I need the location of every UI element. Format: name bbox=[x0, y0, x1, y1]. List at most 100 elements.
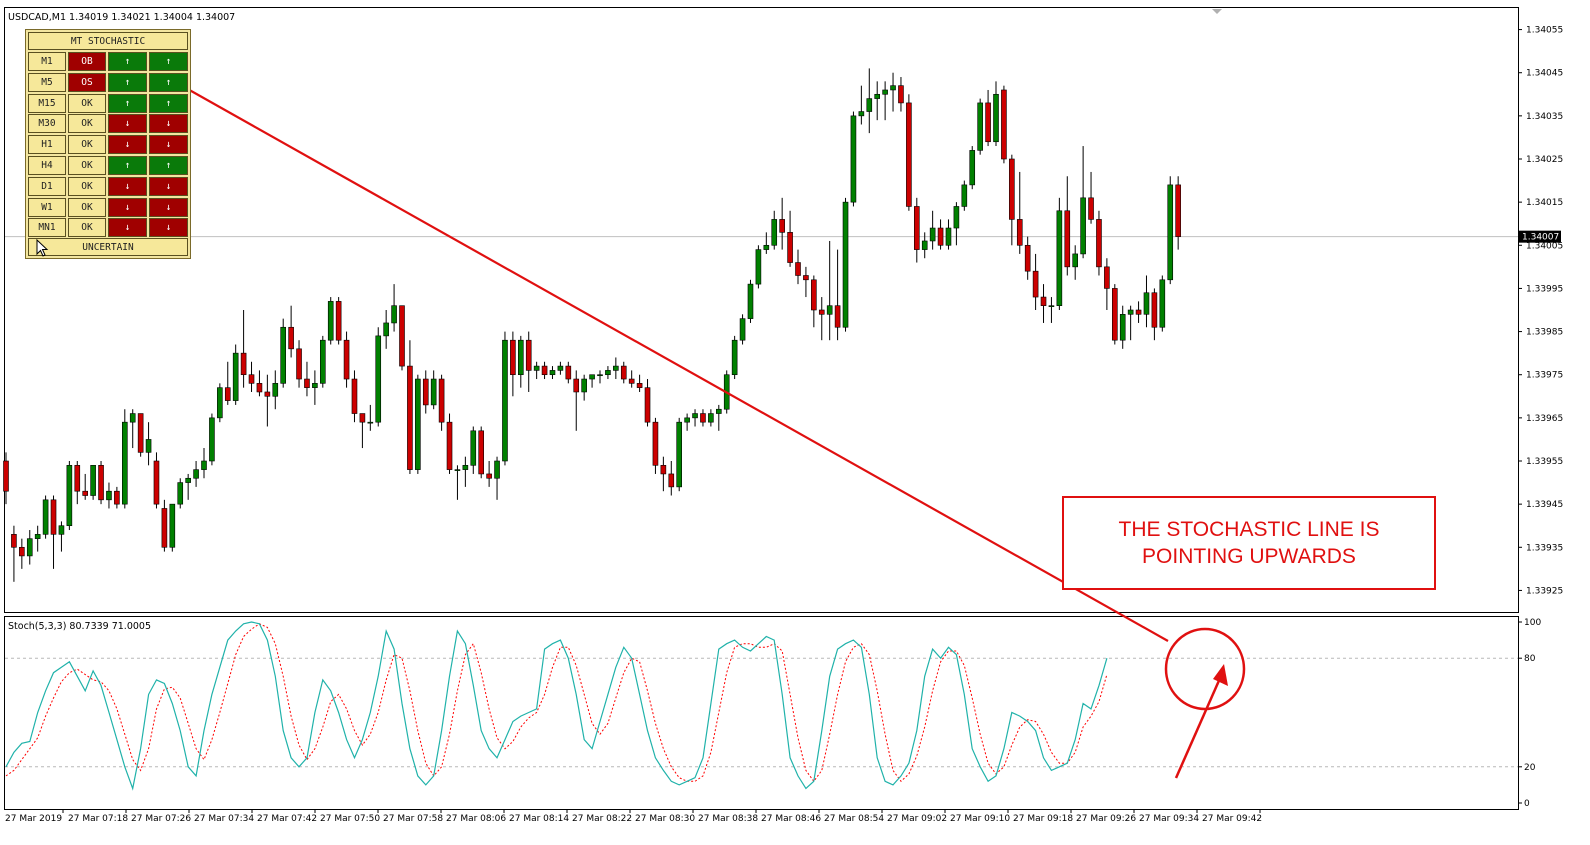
candlestick-series bbox=[3, 68, 1181, 582]
candle bbox=[533, 361, 540, 380]
symbol-info: USDCAD,M1 1.34019 1.34021 1.34004 1.3400… bbox=[8, 12, 235, 23]
price-tick-label: 1.33925 bbox=[1526, 586, 1563, 596]
candle bbox=[470, 426, 477, 474]
candle bbox=[779, 197, 785, 250]
candle bbox=[684, 413, 690, 431]
candle bbox=[1024, 236, 1031, 280]
candle bbox=[209, 413, 215, 466]
candle bbox=[605, 366, 611, 380]
candle bbox=[929, 210, 936, 250]
price-axis: 1.34055 1.34045 1.34035 1.34025 1.34015 1.340… bbox=[1518, 26, 1563, 596]
mt-timeframe-cell: D1 bbox=[28, 176, 66, 196]
candle bbox=[272, 370, 279, 410]
candle bbox=[795, 249, 801, 285]
candle bbox=[541, 361, 548, 380]
time-tick-label: 27 Mar 08:30 bbox=[635, 814, 695, 824]
time-tick-label: 27 Mar 08:54 bbox=[824, 814, 884, 824]
candle bbox=[1127, 305, 1134, 341]
candle bbox=[866, 68, 873, 134]
candle bbox=[834, 249, 841, 341]
candle bbox=[494, 456, 500, 500]
candle bbox=[969, 146, 976, 190]
annotation-box: THE STOCHASTIC LINE IS POINTING UPWARDS bbox=[1062, 496, 1436, 590]
mt-arrow-cell: ↑ bbox=[149, 93, 188, 113]
candle bbox=[399, 305, 405, 371]
candle bbox=[597, 370, 603, 384]
candle bbox=[985, 89, 991, 147]
mt-arrow-cell: ↓ bbox=[149, 218, 188, 238]
candle bbox=[19, 538, 25, 569]
candle bbox=[1167, 176, 1174, 285]
candle bbox=[264, 374, 271, 427]
candle bbox=[1159, 275, 1166, 332]
candle bbox=[1096, 210, 1102, 276]
chart-shift-marker[interactable] bbox=[1212, 9, 1222, 14]
candle bbox=[193, 461, 199, 487]
price-tick-label: 1.34015 bbox=[1526, 198, 1563, 208]
candle bbox=[882, 81, 888, 121]
candle bbox=[700, 409, 706, 427]
candle bbox=[898, 77, 904, 112]
candle bbox=[185, 473, 191, 500]
mt-state-cell: OK bbox=[68, 93, 106, 113]
candle bbox=[319, 335, 326, 388]
price-tick-label: 1.33985 bbox=[1526, 328, 1563, 338]
mt-arrow-cell: ↓ bbox=[108, 218, 147, 238]
candle bbox=[145, 422, 152, 466]
candle bbox=[565, 361, 572, 384]
time-tick-label: 27 Mar 08:06 bbox=[446, 814, 506, 824]
time-tick-label: 27 Mar 07:26 bbox=[131, 814, 191, 824]
candle bbox=[232, 344, 239, 405]
price-tick-label: 1.34035 bbox=[1526, 112, 1563, 122]
current-price-tag: 1.34007 bbox=[1519, 230, 1561, 243]
candle bbox=[106, 482, 112, 509]
time-tick-label: 27 Mar 08:38 bbox=[698, 814, 758, 824]
stoch-levels bbox=[5, 657, 1518, 768]
candle bbox=[818, 297, 825, 341]
candle bbox=[430, 370, 437, 410]
time-tick-label: 27 Mar 09:18 bbox=[1013, 814, 1073, 824]
candle bbox=[961, 180, 968, 211]
candle bbox=[122, 409, 128, 509]
mt-arrow-cell: ↓ bbox=[149, 135, 188, 155]
mt-stochastic-panel: MT STOCHASTIC UNCERTAIN M1 OB ↑ ↑ M5 OS ↑ ↑ M15 O… bbox=[25, 29, 191, 259]
candle bbox=[359, 413, 366, 449]
candle bbox=[1009, 154, 1015, 246]
mt-state-cell: OK bbox=[68, 156, 106, 175]
candle bbox=[3, 452, 9, 505]
candle bbox=[755, 245, 762, 289]
candle bbox=[1040, 284, 1047, 323]
candle bbox=[383, 310, 389, 349]
candle bbox=[351, 370, 358, 423]
mt-arrow-cell: ↑ bbox=[149, 72, 188, 92]
candle bbox=[1119, 305, 1126, 349]
candle bbox=[787, 210, 793, 267]
candle bbox=[34, 525, 41, 552]
candle bbox=[137, 413, 144, 457]
mt-state-cell: OS bbox=[68, 72, 106, 92]
candle bbox=[589, 374, 595, 388]
mt-state-cell: OK bbox=[68, 197, 106, 217]
candle bbox=[375, 327, 382, 427]
candle bbox=[74, 461, 81, 505]
candle bbox=[1064, 176, 1071, 276]
candle bbox=[11, 525, 17, 582]
annotation-arrow-line bbox=[144, 64, 1169, 642]
annotation-text: THE STOCHASTIC LINE IS POINTING UPWARDS bbox=[1118, 518, 1380, 568]
candle bbox=[977, 98, 983, 155]
candle bbox=[652, 417, 659, 474]
candle bbox=[240, 310, 247, 388]
mt-state-cell: OK bbox=[68, 176, 106, 196]
mt-panel-title: MT STOCHASTIC bbox=[28, 32, 188, 50]
candle bbox=[644, 379, 651, 427]
candle bbox=[739, 314, 746, 345]
price-tick-label: 1.33965 bbox=[1526, 414, 1563, 424]
candle bbox=[953, 202, 960, 246]
candle bbox=[636, 374, 643, 392]
mt-timeframe-cell: M1 bbox=[28, 52, 66, 71]
candle bbox=[312, 370, 318, 405]
mt-timeframe-cell: M5 bbox=[28, 72, 66, 92]
candle bbox=[1001, 85, 1007, 164]
mt-state-cell: OK bbox=[68, 218, 106, 238]
